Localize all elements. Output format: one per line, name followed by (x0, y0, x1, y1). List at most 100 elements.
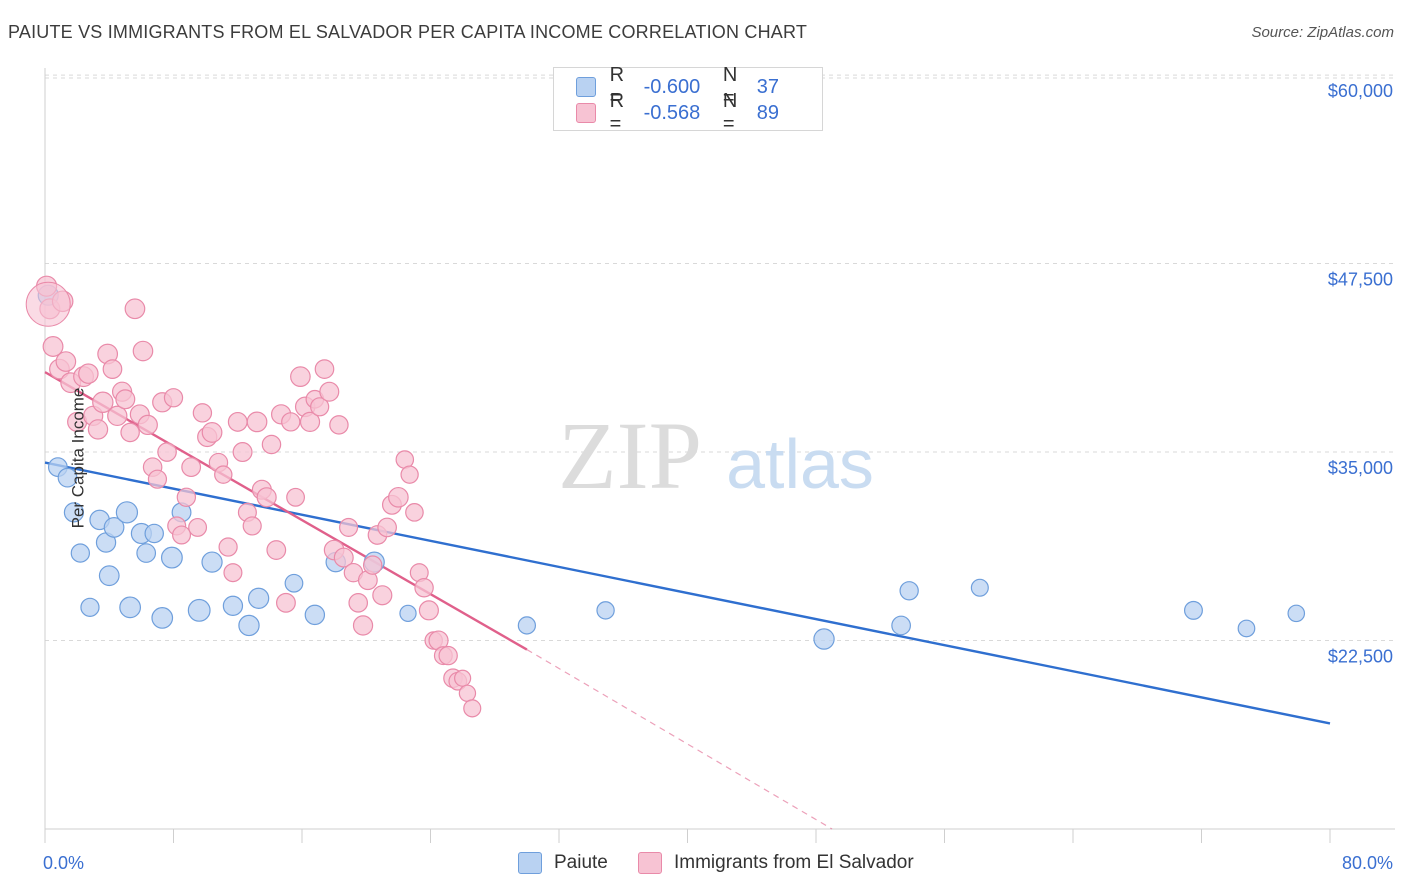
el-salvador-point (242, 516, 262, 536)
source-label: Source: ZipAtlas.com (1251, 24, 1394, 41)
points-layer (25, 275, 1306, 718)
paiute-point (596, 601, 615, 620)
el-salvador-point (377, 517, 397, 538)
paiute-point (1237, 619, 1256, 638)
paiute-point (160, 546, 183, 569)
paiute-point (222, 595, 244, 617)
el-salvador-point (463, 699, 482, 718)
legend-swatch-el-salvador (576, 103, 596, 123)
paiute-trendline (44, 461, 1331, 725)
legend-r-label: R = (609, 90, 625, 135)
paiute-point (517, 616, 537, 635)
bottom-legend-label-paiute: Paiute (554, 852, 608, 873)
paiute-point (103, 517, 125, 538)
el-salvador-point-large (25, 281, 71, 327)
y-tick-label: $22,500 (1328, 647, 1393, 667)
el-salvador-point (261, 434, 282, 455)
el-salvador-point (400, 465, 419, 484)
paiute-point (98, 565, 120, 587)
el-salvador-point (214, 465, 233, 484)
paiute-point (891, 615, 911, 636)
el-salvador-point (281, 412, 301, 432)
el-salvador-point (438, 645, 458, 666)
legend-row-el-salvador: R = -0.568 N = 89 (576, 90, 822, 135)
watermark-atlas: atlas (726, 425, 874, 503)
legend-n-value: 37 (756, 75, 780, 98)
legend-n-label: N = (722, 64, 738, 109)
el-salvador-point (78, 363, 99, 384)
el-salvador-point (181, 457, 202, 478)
y-tick-label: $60,000 (1328, 81, 1393, 101)
el-salvador-point (227, 411, 248, 432)
paiute-point (187, 598, 211, 622)
paiute-point (144, 523, 164, 544)
paiute-point (304, 604, 326, 626)
paiute-point (63, 502, 85, 523)
paiute-point (813, 628, 835, 650)
el-salvador-point (362, 555, 383, 575)
paiute-point (57, 467, 78, 488)
el-salvador-point (348, 593, 369, 613)
el-salvador-point (314, 359, 335, 379)
el-salvador-point (188, 517, 208, 537)
el-salvador-point (418, 600, 439, 621)
legend-r-value: -0.600 (643, 75, 701, 98)
el-salvador-point (329, 415, 349, 435)
paiute-point (115, 501, 139, 524)
paiute-point (970, 578, 989, 597)
el-salvador-point (102, 359, 123, 379)
watermark: ZIP atlas (558, 402, 874, 509)
tick-label-layer: $22,500 $35,000 $47,500 $60,000 0.0% 80.0% (43, 81, 1393, 873)
el-salvador-point (172, 525, 192, 545)
el-salvador-point (42, 336, 64, 357)
el-salvador-point (115, 389, 136, 410)
el-salvador-point (137, 414, 158, 436)
bottom-legend-paiute: Paiute (518, 852, 608, 874)
bottom-legend-swatch-paiute (518, 852, 542, 874)
el-salvador-point (232, 442, 253, 463)
axis-layer (44, 68, 1395, 843)
el-salvador-point (132, 340, 154, 362)
el-salvador-point (201, 422, 223, 443)
y-tick-label: $47,500 (1328, 270, 1393, 290)
legend-r-label: R = (609, 64, 625, 109)
y-tick-label: $35,000 (1328, 458, 1393, 478)
paiute-point (1183, 600, 1203, 620)
el-salvador-point (339, 517, 359, 537)
el-salvador-point (352, 615, 374, 636)
chart-title: PAIUTE VS IMMIGRANTS FROM EL SALVADOR PE… (8, 22, 808, 42)
paiute-point (899, 581, 919, 601)
legend-r-value: -0.568 (643, 101, 701, 124)
paiute-point (247, 587, 270, 609)
legend-n-value: 89 (756, 101, 780, 124)
el-salvador-point (319, 381, 340, 402)
y-axis-label: Per Capita Income (68, 387, 88, 529)
el-salvador-point (276, 592, 296, 613)
el-salvador-point (163, 388, 184, 408)
el-salvador-point (124, 298, 146, 320)
legend-row-paiute: R = -0.600 N = 37 (576, 64, 822, 109)
el-salvador-point (372, 585, 393, 606)
el-salvador-point (388, 486, 409, 508)
grid-layer (45, 74, 1395, 642)
bottom-legend-label-el-salvador: Immigrants from El Salvador (674, 852, 914, 873)
paiute-point (238, 614, 260, 637)
el-salvador-point (256, 487, 277, 508)
paiute-point (399, 604, 417, 623)
el-salvador-point (55, 351, 77, 372)
paiute-point (136, 543, 157, 563)
paiute-point (80, 597, 100, 617)
bottom-legend-swatch-el-salvador (638, 852, 662, 874)
el-salvador-point (454, 669, 472, 687)
paiute-point (119, 596, 142, 619)
el-salvador-point (290, 366, 311, 387)
legend-swatch-paiute (576, 77, 596, 97)
el-salvador-point (176, 487, 197, 507)
el-salvador-point (246, 411, 268, 433)
el-salvador-point (87, 419, 109, 440)
el-salvador-point (414, 578, 434, 598)
legend-n-label: N = (722, 90, 738, 135)
watermark-zip: ZIP (558, 402, 702, 509)
el-salvador-point (218, 537, 238, 557)
